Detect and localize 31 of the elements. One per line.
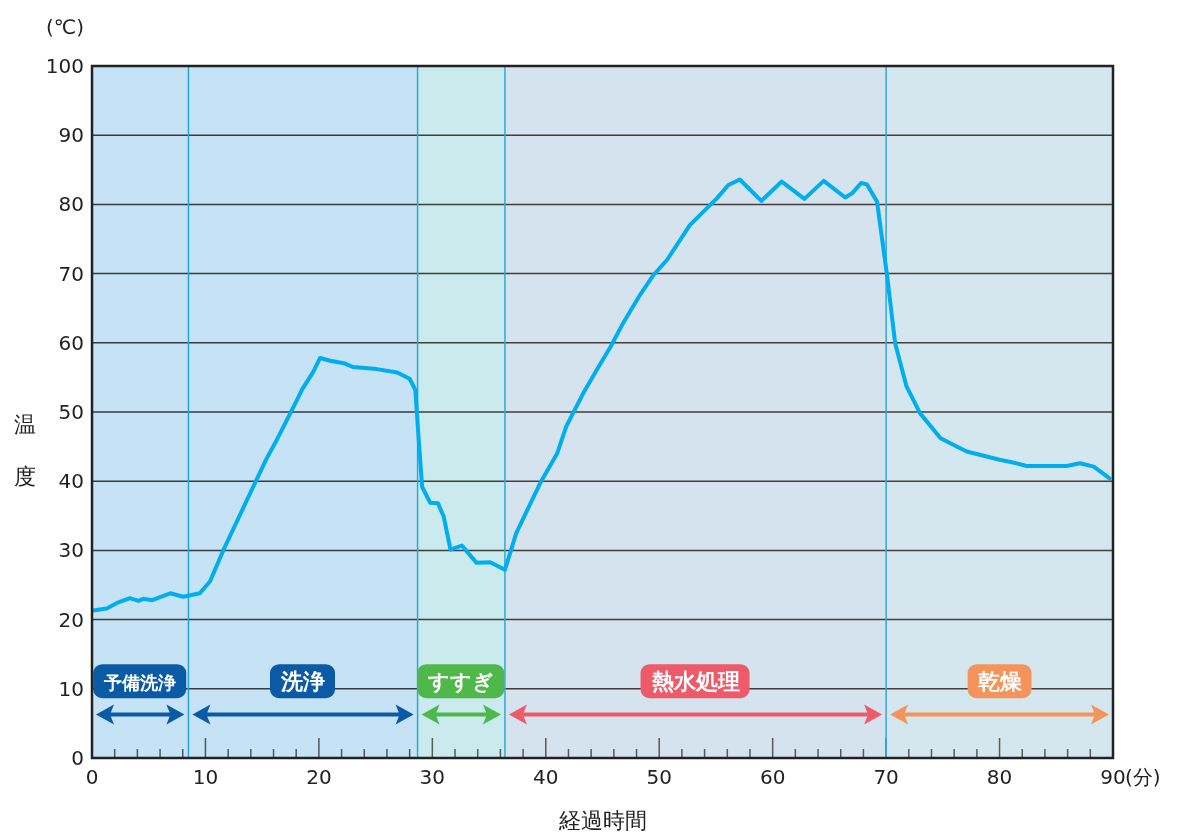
y-tick-label: 10 <box>58 676 84 701</box>
x-axis-title: 経過時間 <box>557 808 647 832</box>
x-tick-label: 80 <box>986 765 1013 789</box>
x-tick-label: 70 <box>873 765 899 789</box>
text: (分) <box>1125 765 1161 789</box>
text: (℃) <box>45 15 85 39</box>
x-tick-label: 90 <box>1100 765 1126 789</box>
x-tick-label: 50 <box>646 765 672 789</box>
y-tick-label: 40 <box>58 469 84 494</box>
y-tick-label: 100 <box>45 54 84 78</box>
x-tick-label: 30 <box>419 765 446 789</box>
x-tick-label: 0 <box>85 765 99 789</box>
band-label: 予備洗浄 <box>103 672 177 694</box>
x-tick-label: 10 <box>192 765 219 789</box>
y-tick-label: 60 <box>58 330 84 355</box>
band-label: 乾燥 <box>977 669 1022 695</box>
y-tick-label: 20 <box>58 607 84 632</box>
band-label: すすぎ <box>427 670 495 695</box>
y-tick-label: 70 <box>58 261 84 286</box>
y-tick-label: 90 <box>58 123 84 148</box>
x-tick-label: 40 <box>533 765 559 789</box>
x-tick-label: 20 <box>306 765 332 789</box>
y-tick-label: 50 <box>58 400 84 424</box>
band-label: 熱水処理 <box>650 669 740 695</box>
y-tick-label: 80 <box>58 192 84 217</box>
text: 温度 <box>14 412 36 489</box>
y-tick-label: 30 <box>58 538 84 563</box>
line-series <box>91 177 1112 613</box>
x-tick-label: 60 <box>759 765 786 789</box>
band-label: 洗浄 <box>280 669 326 695</box>
y-tick-label: 0 <box>71 746 84 770</box>
